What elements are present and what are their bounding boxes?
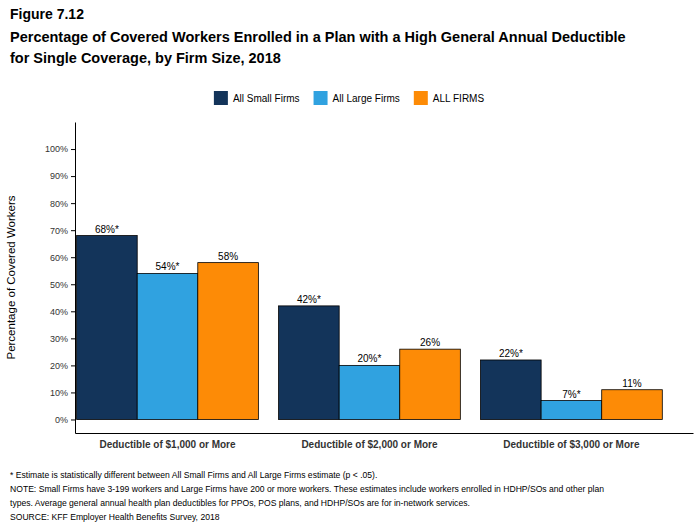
legend-item: ALL FIRMS	[414, 91, 485, 105]
y-axis: 0% 10% 20% 30% 40% 50% 60% 70% 80% 90% 100%	[45, 123, 76, 434]
y-tick-mark	[71, 176, 75, 177]
legend-label: ALL FIRMS	[433, 93, 485, 104]
y-tick: 0%	[55, 415, 75, 425]
bars	[77, 236, 663, 420]
y-tick-mark	[71, 257, 75, 258]
data-label: 22%*	[499, 348, 523, 359]
x-tick: Deductible of $2,000 or More	[301, 433, 438, 450]
y-tick-mark	[71, 392, 75, 393]
title: Percentage of Covered Workers Enrolled i…	[10, 29, 626, 45]
y-tick-label: 50%	[50, 280, 68, 290]
y-tick-mark	[71, 338, 75, 339]
y-tick-label: 90%	[50, 171, 68, 181]
y-axis-title: Percentage of Covered Workers	[5, 195, 17, 359]
y-tick: 80%	[50, 199, 75, 209]
y-tick-mark	[71, 311, 75, 312]
chart: Figure 7.12 Percentage of Covered Workers…	[0, 0, 698, 525]
bar	[541, 401, 602, 420]
y-tick-mark	[71, 419, 75, 420]
data-labels: 68%* 42%* 22%* 54%* 20%* 7%* 58% 26% 11%	[95, 224, 642, 400]
y-tick: 70%	[50, 226, 75, 236]
legend-swatch	[214, 91, 228, 105]
note: * Estimate is statistically different be…	[10, 470, 377, 480]
y-tick-label: 40%	[50, 307, 68, 317]
y-tick-label: 0%	[55, 415, 68, 425]
x-tick: Deductible of $3,000 or More	[503, 433, 640, 450]
bar	[279, 306, 340, 420]
bar	[602, 390, 663, 420]
legend-swatch	[414, 91, 428, 105]
note: NOTE: Small Firms have 3-199 workers and…	[10, 484, 604, 494]
figure-label: Figure 7.12	[10, 6, 84, 22]
y-tick-mark	[71, 365, 75, 366]
legend: All Small Firms All Large Firms ALL FIRMS	[214, 91, 485, 105]
bar	[77, 236, 138, 420]
bar	[339, 365, 400, 419]
y-tick-label: 30%	[50, 334, 68, 344]
y-axis-line	[75, 123, 76, 434]
bar	[137, 273, 198, 419]
x-tick-label: Deductible of $3,000 or More	[503, 439, 640, 450]
y-tick: 90%	[50, 171, 75, 181]
y-tick: 40%	[50, 307, 75, 317]
y-tick: 60%	[50, 253, 75, 263]
y-tick-mark	[71, 230, 75, 231]
data-label: 11%	[622, 378, 641, 389]
y-tick: 30%	[50, 334, 75, 344]
y-tick-mark	[71, 203, 75, 204]
y-tick-mark	[71, 149, 75, 150]
bar	[481, 360, 542, 419]
legend-swatch	[314, 91, 328, 105]
legend-label: All Large Firms	[333, 93, 400, 104]
y-tick-label: 100%	[45, 144, 68, 154]
data-label: 42%*	[297, 294, 321, 305]
data-label: 58%	[218, 251, 238, 262]
data-label: 68%*	[95, 224, 119, 235]
bar	[400, 349, 461, 419]
legend-item: All Large Firms	[314, 91, 400, 105]
y-tick-label: 80%	[50, 199, 68, 209]
y-tick-label: 60%	[50, 253, 68, 263]
data-label: 7%*	[562, 389, 580, 400]
data-label: 20%*	[358, 353, 382, 364]
x-tick-label: Deductible of $2,000 or More	[301, 439, 438, 450]
y-tick: 50%	[50, 280, 75, 290]
title: for Single Coverage, by Firm Size, 2018	[10, 50, 281, 66]
y-tick: 100%	[45, 144, 75, 154]
legend-label: All Small Firms	[233, 93, 300, 104]
y-tick: 10%	[50, 388, 75, 398]
x-tick: Deductible of $1,000 or More	[99, 433, 236, 450]
note: SOURCE: KFF Employer Health Benefits Sur…	[10, 512, 220, 522]
bar	[198, 263, 259, 420]
x-tick-label: Deductible of $1,000 or More	[99, 439, 236, 450]
y-tick: 20%	[50, 361, 75, 371]
data-label: 54%*	[156, 261, 180, 272]
x-axis-line	[76, 433, 694, 434]
note: types. Average general annual health pla…	[10, 498, 470, 508]
data-label: 26%	[420, 337, 440, 348]
x-axis: Deductible of $1,000 or More Deductible o…	[76, 433, 694, 450]
y-tick-mark	[71, 284, 75, 285]
y-tick-label: 70%	[50, 226, 68, 236]
legend-item: All Small Firms	[214, 91, 300, 105]
y-tick-label: 10%	[50, 388, 68, 398]
y-tick-label: 20%	[50, 361, 68, 371]
